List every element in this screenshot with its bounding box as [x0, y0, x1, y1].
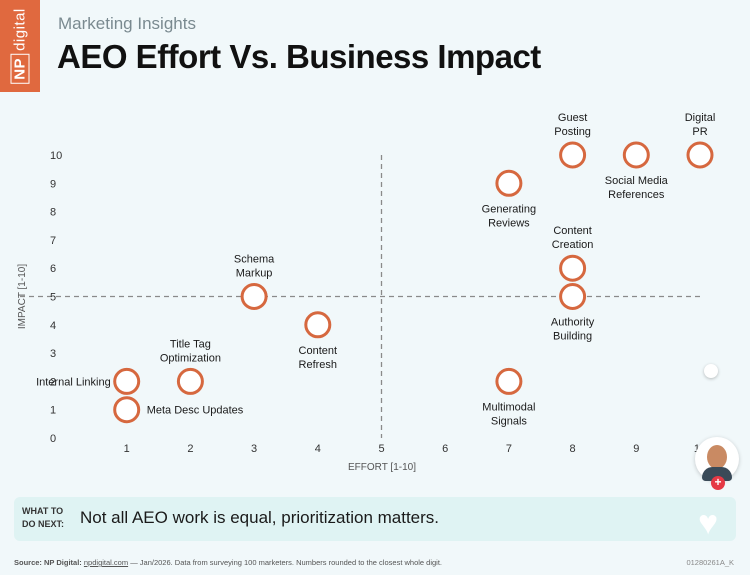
- data-point: [559, 141, 587, 169]
- y-tick-label: 10: [50, 150, 62, 162]
- heart-icon[interactable]: ♥: [698, 504, 719, 542]
- callout-tag-line2: DO NEXT:: [22, 519, 65, 529]
- point-label: Content: [553, 225, 592, 237]
- data-point: [304, 311, 332, 339]
- point-label: Title Tag: [170, 338, 211, 350]
- point-label: Building: [553, 331, 592, 343]
- source-label: Source: NP Digital:: [14, 558, 82, 567]
- point-label: Posting: [554, 126, 591, 138]
- y-tick-label: 6: [50, 263, 56, 275]
- point-label: Creation: [552, 239, 594, 251]
- x-tick-label: 4: [315, 443, 321, 455]
- avatar-icon[interactable]: [695, 437, 739, 481]
- x-tick-label: 1: [124, 443, 130, 455]
- x-axis-label: EFFORT [1-10]: [348, 462, 416, 473]
- data-point: [240, 283, 268, 310]
- data-point: [113, 396, 141, 424]
- data-point: [176, 367, 204, 395]
- point-label: PR: [692, 126, 707, 138]
- callout-message: Not all AEO work is equal, prioritizatio…: [80, 508, 440, 527]
- point-label: Refresh: [299, 359, 338, 371]
- point-label: Meta Desc Updates: [147, 405, 244, 417]
- avatar-head: [707, 445, 727, 469]
- y-tick-label: 0: [50, 433, 56, 445]
- point-label: Internal Linking: [36, 376, 111, 388]
- data-point: [559, 283, 587, 310]
- point-label: Multimodal: [482, 401, 535, 413]
- reference-code: 01280261A_K: [686, 558, 734, 567]
- scatter-chart: 01234567891012345678910EFFORT [1-10]IMPA…: [17, 112, 716, 473]
- source-note: — Jan/2026. Data from surveying 100 mark…: [130, 558, 443, 567]
- callout-tag-line1: WHAT TO: [22, 506, 64, 516]
- y-axis-label: IMPACT [1-10]: [17, 264, 28, 329]
- x-tick-label: 3: [251, 443, 257, 455]
- point-label: Generating: [482, 203, 536, 215]
- avatar-shirt: [702, 467, 732, 481]
- data-point: [559, 254, 587, 282]
- y-tick-label: 9: [50, 178, 56, 190]
- y-tick-label: 4: [50, 320, 56, 332]
- data-point: [622, 141, 650, 169]
- data-point: [686, 141, 714, 169]
- data-point: [113, 367, 141, 395]
- point-label: Optimization: [160, 352, 221, 364]
- x-tick-label: 8: [570, 443, 576, 455]
- point-label: Reviews: [488, 217, 530, 229]
- point-label: Authority: [551, 317, 595, 329]
- source-footer: Source: NP Digital: npdigital.com — Jan/…: [14, 558, 442, 567]
- point-label: Schema: [234, 254, 275, 266]
- what-to-do-next-callout: WHAT TO DO NEXT: Not all AEO work is equ…: [14, 497, 736, 541]
- point-label: Digital: [685, 112, 716, 124]
- point-label: Content: [299, 345, 338, 357]
- x-tick-label: 6: [442, 443, 448, 455]
- x-tick-label: 2: [187, 443, 193, 455]
- point-label: Guest: [558, 112, 587, 124]
- source-link[interactable]: npdigital.com: [83, 558, 129, 567]
- y-tick-label: 8: [50, 207, 56, 219]
- point-label: Social Media: [605, 175, 669, 187]
- point-label: Signals: [491, 415, 528, 427]
- point-label: Markup: [236, 268, 273, 280]
- brand-logo: NPdigital: [0, 0, 40, 92]
- page-title: AEO Effort Vs. Business Impact: [57, 38, 541, 75]
- dot-icon[interactable]: [704, 364, 718, 378]
- y-tick-label: 5: [50, 292, 56, 304]
- x-tick-label: 5: [378, 443, 384, 455]
- x-tick-label: 7: [506, 443, 512, 455]
- y-tick-label: 3: [50, 348, 56, 360]
- x-tick-label: 9: [633, 443, 639, 455]
- callout-tag: WHAT TO DO NEXT:: [22, 505, 64, 531]
- y-tick-label: 2: [50, 376, 56, 388]
- y-tick-label: 7: [50, 235, 56, 247]
- plus-icon[interactable]: +: [711, 476, 725, 490]
- y-tick-label: 1: [50, 405, 56, 417]
- page-subtitle: Marketing Insights: [58, 14, 196, 33]
- point-label: References: [608, 189, 665, 201]
- data-point: [495, 169, 523, 197]
- data-point: [495, 367, 523, 395]
